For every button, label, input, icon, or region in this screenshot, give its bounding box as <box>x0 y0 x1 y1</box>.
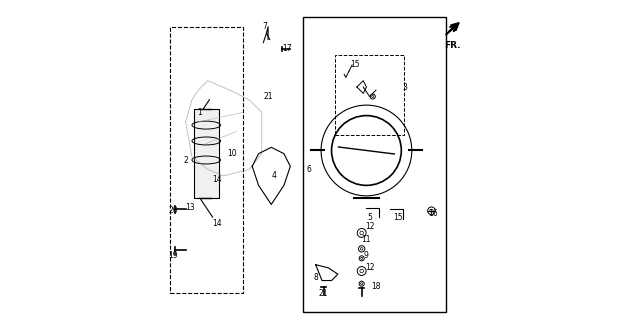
Text: 21: 21 <box>263 92 273 101</box>
Text: 1: 1 <box>198 108 202 117</box>
Text: 17: 17 <box>282 44 292 53</box>
Text: FR.: FR. <box>444 41 461 50</box>
Text: 12: 12 <box>365 263 374 272</box>
Text: 13: 13 <box>186 203 195 212</box>
Text: 2: 2 <box>183 156 188 164</box>
Text: 14: 14 <box>213 219 222 228</box>
Text: 5: 5 <box>367 212 372 222</box>
Text: 9: 9 <box>364 251 369 260</box>
Text: 14: 14 <box>213 174 222 184</box>
Text: 4: 4 <box>272 172 277 180</box>
Text: 21: 21 <box>319 289 328 298</box>
Bar <box>194 109 219 198</box>
Text: 18: 18 <box>371 282 381 292</box>
Text: 8: 8 <box>313 273 318 282</box>
Text: 15: 15 <box>393 212 403 222</box>
Text: 10: 10 <box>227 149 236 158</box>
Text: 7: 7 <box>262 22 268 31</box>
Text: 12: 12 <box>365 222 374 231</box>
Text: 19: 19 <box>168 251 177 260</box>
Text: 16: 16 <box>428 209 438 219</box>
Text: 20: 20 <box>168 206 177 215</box>
Text: 6: 6 <box>307 165 312 174</box>
Text: 11: 11 <box>362 235 371 244</box>
Text: 15: 15 <box>351 60 360 69</box>
Text: 3: 3 <box>402 83 407 92</box>
